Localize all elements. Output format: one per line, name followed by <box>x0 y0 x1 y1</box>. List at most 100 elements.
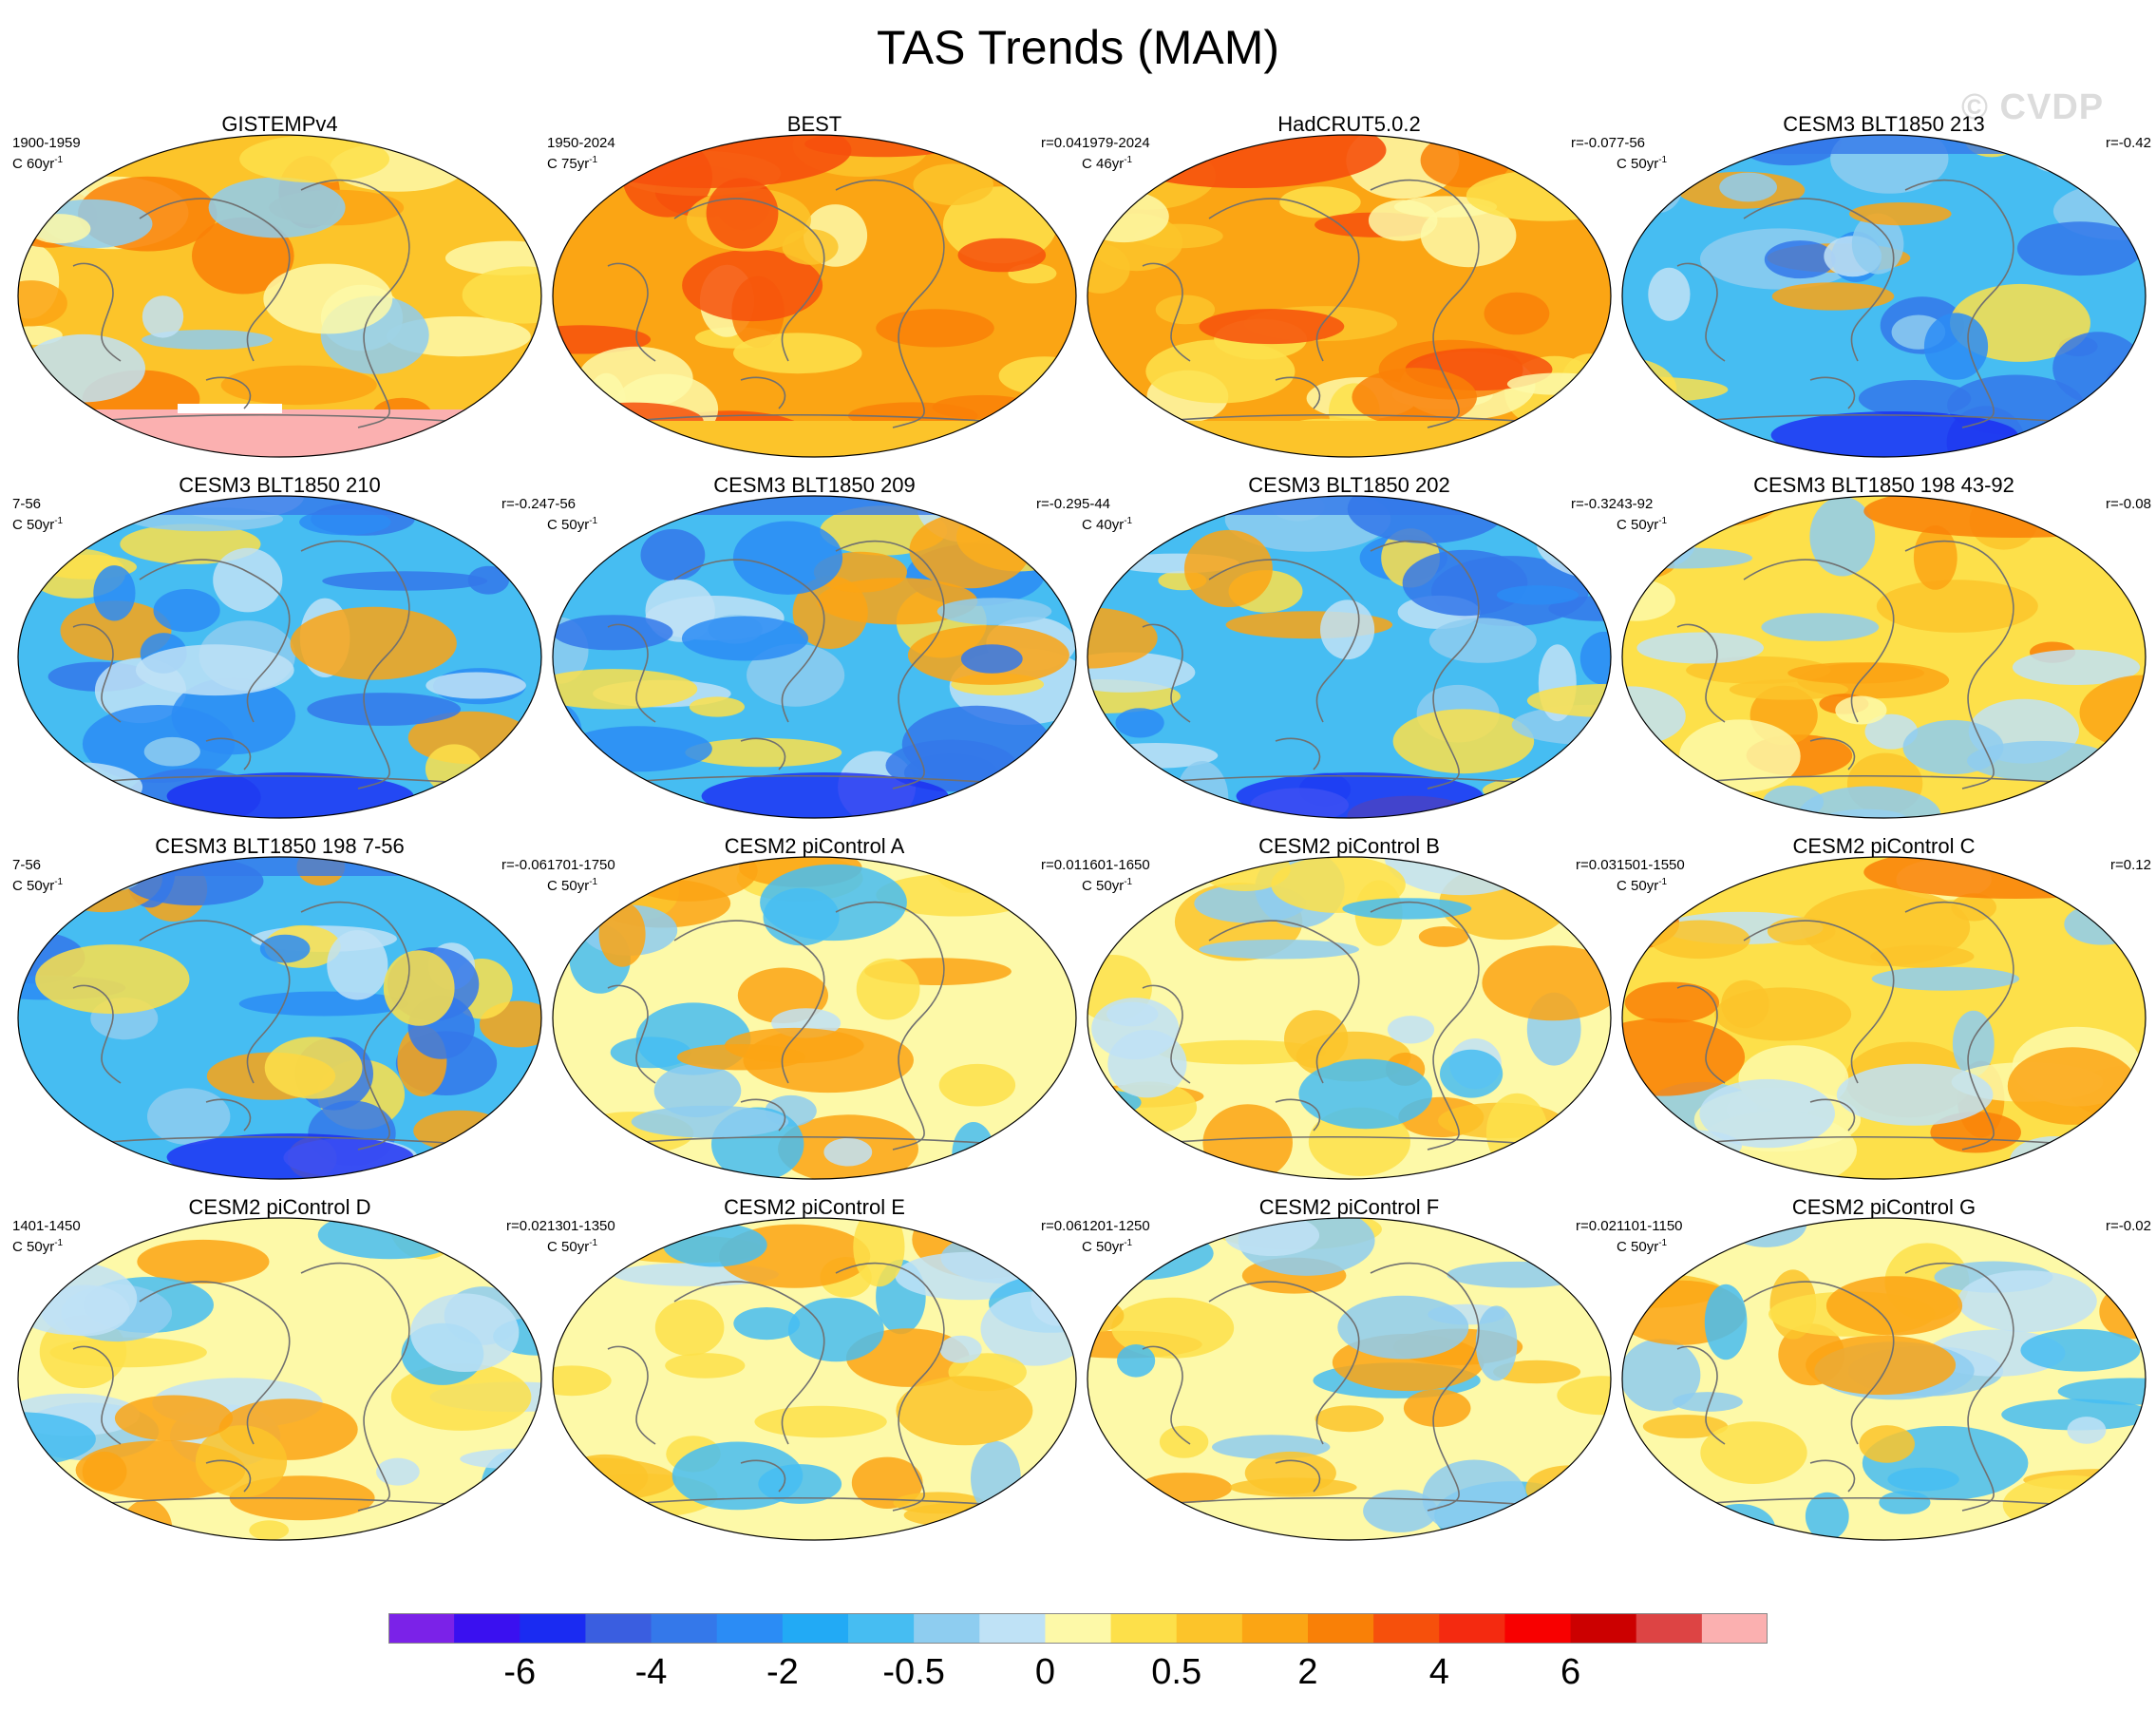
trend-map <box>552 134 1077 458</box>
panel-units: C 50yr-1 <box>12 1238 64 1255</box>
map-panel: CESM3 BLT1850 202 5-44 C 40yr-1 r=-0.32 <box>1082 473 1617 834</box>
panel-title: CESM3 BLT1850 202 <box>1248 473 1450 497</box>
panel-units: C 60yr-1 <box>12 155 64 172</box>
trend-map <box>552 856 1077 1180</box>
trend-map <box>1621 495 2147 819</box>
map-panel: CESM3 BLT1850 209 7-56 C 50yr-1 r=-0.29 <box>547 473 1082 834</box>
colorbar-segment <box>1241 1613 1309 1644</box>
trend-map <box>17 856 542 1180</box>
panel-units: C 40yr-1 <box>1082 516 1133 533</box>
panel-period: 1900-1959 <box>12 135 81 151</box>
panel-title: CESM3 BLT1850 198 43-92 <box>1753 473 2014 497</box>
coastline <box>53 540 511 789</box>
panel-units: C 50yr-1 <box>547 516 598 533</box>
pattern-correlation: r=-0.24 <box>501 496 547 512</box>
panel-period: 7-56 <box>547 496 577 512</box>
panel-title: HadCRUT5.0.2 <box>1277 112 1421 136</box>
pattern-correlation: r=0.03 <box>1576 857 1617 873</box>
coastline <box>1657 179 2115 428</box>
panel-units: C 50yr-1 <box>1617 877 1668 894</box>
colorbar-segment <box>1308 1613 1374 1644</box>
panel-units: C 50yr-1 <box>1082 1238 1133 1255</box>
map-panel: HadCRUT5.0.2 1979-2024 C 46yr-1 r=-0.07 <box>1082 112 1617 473</box>
colorbar-tick-label: -4 <box>634 1652 668 1692</box>
panel-period: 5-44 <box>1082 496 1111 512</box>
pattern-correlation: r=-0.02 <box>2106 1218 2151 1234</box>
pattern-correlation: r=-0.29 <box>1036 496 1082 512</box>
pattern-correlation: r=-0.08 <box>2106 496 2151 512</box>
colorbar-tick-label: -6 <box>503 1652 537 1692</box>
coastline <box>53 179 511 428</box>
map-panel: CESM3 BLT1850 210 7-56 C 50yr-1 r=-0.24 <box>12 473 547 834</box>
colorbar-segment <box>1373 1613 1440 1644</box>
coastline <box>1123 901 1580 1151</box>
map-panel: CESM3 BLT1850 198 7-56 7-56 C 50yr-1 r=-0.0… <box>12 834 547 1195</box>
colorbar-tick-label: 6 <box>1560 1652 1581 1692</box>
colorbar-tick-label: 0 <box>1034 1652 1055 1692</box>
colorbar-segment <box>914 1613 980 1644</box>
panel-title: CESM2 piControl A <box>724 834 905 858</box>
trend-map <box>1087 134 1612 458</box>
colorbar-segment <box>1570 1613 1637 1644</box>
colorbar-segment <box>585 1613 652 1644</box>
colorbar-segment <box>454 1613 520 1644</box>
pattern-correlation: r=0.06 <box>1041 1218 1082 1234</box>
coastline <box>1123 179 1580 428</box>
pattern-correlation: r=0.02 <box>506 1218 547 1234</box>
watermark: © CVDP <box>1961 87 2105 127</box>
panel-title: CESM2 piControl D <box>188 1195 371 1219</box>
coastline <box>1657 540 2115 789</box>
coastline <box>53 1262 511 1512</box>
trend-map <box>552 495 1077 819</box>
panel-units: C 50yr-1 <box>1082 877 1133 894</box>
coastline <box>588 179 1046 428</box>
colorbar-tick-label: 4 <box>1428 1652 1449 1692</box>
panel-period: 7-56 <box>1617 135 1646 151</box>
panel-units: C 46yr-1 <box>1082 155 1133 172</box>
colorbar-tick-label: 2 <box>1297 1652 1318 1692</box>
pattern-correlation: r=-0.07 <box>1571 135 1617 151</box>
colorbar-segment <box>1110 1613 1178 1644</box>
panel-title: CESM3 BLT1850 213 <box>1783 112 1985 136</box>
trend-map <box>1087 1217 1612 1541</box>
panel-title: CESM3 BLT1850 209 <box>713 473 916 497</box>
colorbar-tick-label: -0.5 <box>882 1652 945 1692</box>
coastline <box>588 540 1046 789</box>
coastline <box>53 901 511 1151</box>
panel-title: CESM3 BLT1850 210 <box>179 473 381 497</box>
map-panel: CESM2 piControl E 1301-1350 C 50yr-1 r=0.06 <box>547 1195 1082 1556</box>
panel-units: C 50yr-1 <box>1617 155 1668 172</box>
colorbar-segment <box>1439 1613 1505 1644</box>
panel-period: 7-56 <box>12 857 42 873</box>
figure-title: TAS Trends (MAM) <box>876 21 1280 74</box>
colorbar-segment <box>1504 1613 1572 1644</box>
coastline <box>1123 1262 1580 1512</box>
trend-map <box>1621 856 2147 1180</box>
pattern-correlation: r=0.04 <box>1041 135 1082 151</box>
coastline <box>1657 901 2115 1151</box>
panel-title: CESM2 piControl C <box>1792 834 1976 858</box>
trend-map <box>17 495 542 819</box>
panel-period: 1101-1150 <box>1617 1218 1683 1234</box>
colorbar-tick-label: -2 <box>766 1652 799 1692</box>
map-panel: CESM3 BLT1850 213 7-56 C 50yr-1 r=-0.42 <box>1617 112 2151 473</box>
colorbar-segment <box>1701 1613 1768 1644</box>
colorbar-tick-label: 0.5 <box>1151 1652 1202 1692</box>
colorbar-frame <box>388 1613 1768 1644</box>
map-panel: GISTEMPv4 1900-1959 C 60yr-1 <box>12 112 547 473</box>
coastline <box>588 901 1046 1151</box>
coastline <box>1657 1262 2115 1512</box>
panel-title: CESM3 BLT1850 198 7-56 <box>155 834 405 858</box>
pattern-correlation: r=-0.06 <box>501 857 547 873</box>
trend-map <box>1621 1217 2147 1541</box>
pattern-correlation: r=-0.32 <box>1571 496 1617 512</box>
pattern-correlation: r=0.01 <box>1041 857 1082 873</box>
map-panel: CESM2 piControl D 1401-1450 C 50yr-1 r=0.02 <box>12 1195 547 1556</box>
panel-title: CESM2 piControl G <box>1791 1195 1976 1219</box>
colorbar-segment <box>782 1613 849 1644</box>
panel-period: 43-92 <box>1617 496 1654 512</box>
colorbar-segment <box>979 1613 1046 1644</box>
panel-units: C 50yr-1 <box>12 877 64 894</box>
map-panel: CESM2 piControl C 1501-1550 C 50yr-1 r=0.12 <box>1617 834 2151 1195</box>
coastline <box>1123 540 1580 789</box>
